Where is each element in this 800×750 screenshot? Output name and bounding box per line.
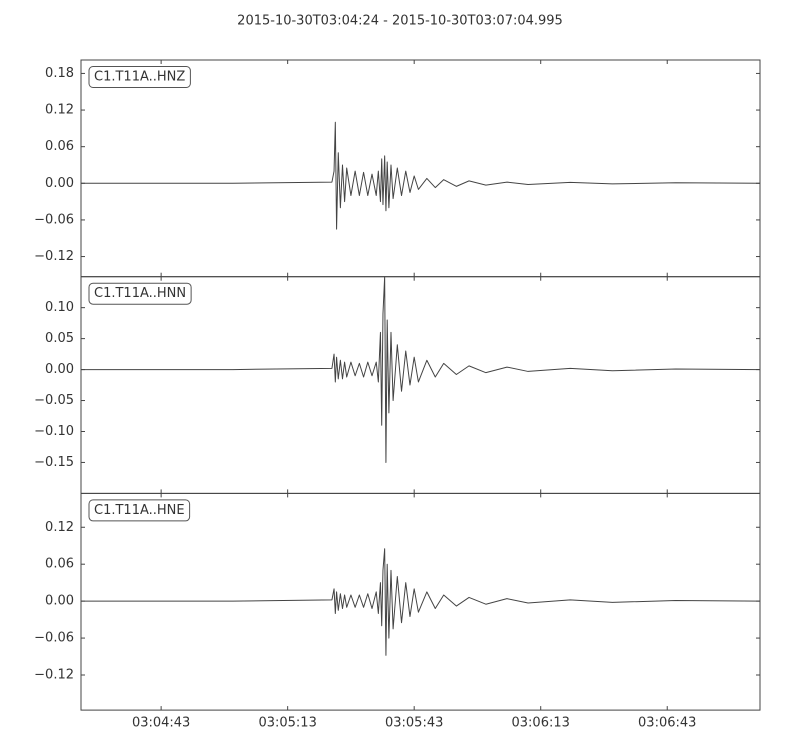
trace-label: C1.T11A..HNN	[94, 286, 186, 301]
y-tick-label: 0.12	[45, 103, 74, 118]
trace-label: C1.T11A..HNZ	[94, 70, 185, 85]
y-tick-label: 0.00	[45, 362, 74, 377]
y-tick-label: −0.15	[34, 455, 74, 470]
panel-frame	[80, 492, 761, 711]
figure-title: 2015-10-30T03:04:24 - 2015-10-30T03:07:0…	[237, 14, 563, 29]
panel-frame	[80, 59, 761, 278]
trace-label-box	[88, 282, 192, 305]
y-tick-label: −0.05	[34, 393, 74, 408]
x-tick-label: 03:05:43	[385, 716, 443, 731]
y-tick-label: 0.12	[45, 520, 74, 535]
x-tick-label: 03:06:13	[512, 716, 570, 731]
x-tick-label: 03:06:43	[638, 716, 696, 731]
trace-label-box	[88, 66, 191, 88]
y-tick-label: −0.06	[34, 212, 74, 227]
panel-frame	[80, 276, 761, 494]
waveform	[81, 276, 761, 463]
x-tick-label: 03:05:13	[258, 716, 316, 731]
y-tick-label: −0.06	[34, 631, 74, 646]
y-tick-label: 0.06	[45, 139, 74, 154]
y-tick-label: −0.12	[34, 668, 74, 683]
trace-label-box	[88, 499, 191, 522]
waveform	[81, 121, 761, 230]
x-tick-label: 03:04:43	[132, 716, 190, 731]
y-tick-label: 0.00	[45, 176, 74, 191]
waveform	[81, 548, 761, 656]
y-tick-label: 0.06	[45, 557, 74, 572]
y-tick-label: −0.10	[34, 424, 74, 439]
y-tick-label: 0.00	[45, 594, 74, 609]
y-tick-label: 0.18	[45, 66, 74, 81]
y-tick-label: 0.10	[45, 300, 74, 315]
y-tick-label: −0.12	[34, 249, 74, 264]
trace-label: C1.T11A..HNE	[94, 503, 185, 518]
y-tick-label: 0.05	[45, 331, 74, 346]
